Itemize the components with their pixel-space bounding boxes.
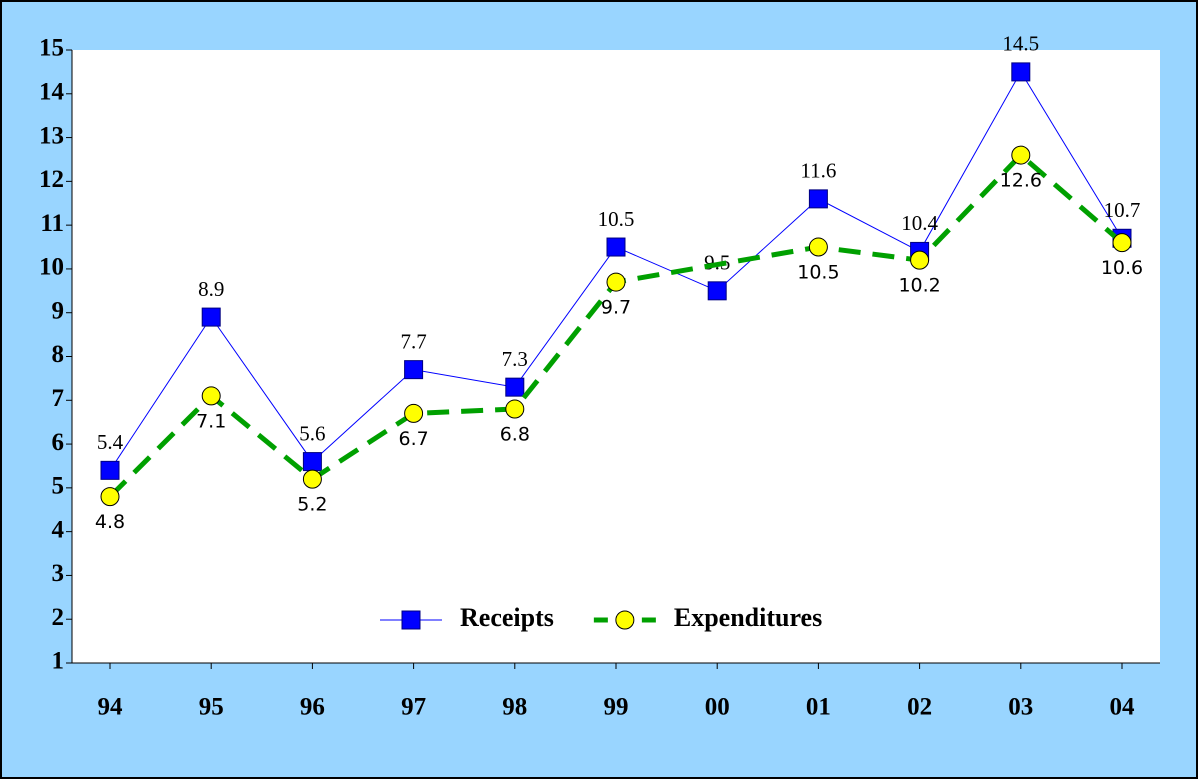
marker	[302, 469, 322, 489]
y-tick-label: 3	[52, 560, 65, 587]
y-tick-label: 14	[39, 79, 65, 106]
x-tick-label: 97	[401, 694, 426, 721]
marker	[302, 452, 322, 472]
data-label: 11.6	[800, 159, 836, 183]
data-label: 5.2	[297, 494, 327, 516]
data-label: 10.7	[1104, 198, 1141, 222]
data-label: 5.6	[299, 421, 325, 445]
x-tick-label: 98	[502, 694, 527, 721]
marker	[707, 281, 727, 301]
marker	[808, 237, 828, 257]
y-tick-label: 13	[39, 122, 64, 149]
data-label: 7.3	[502, 347, 528, 371]
x-tick-label: 04	[1110, 694, 1136, 721]
data-label: 8.9	[198, 277, 224, 301]
marker	[606, 237, 626, 257]
data-label: 5.4	[97, 430, 124, 454]
marker	[1011, 145, 1031, 165]
marker	[808, 189, 828, 209]
marker	[201, 386, 221, 406]
y-tick-label: 15	[39, 35, 64, 62]
x-tick-label: 02	[907, 694, 932, 721]
marker	[606, 272, 626, 292]
data-label: 12.6	[1000, 170, 1042, 192]
x-tick-label: 03	[1008, 694, 1033, 721]
marker	[404, 360, 424, 380]
marker	[404, 403, 424, 423]
y-tick-label: 1	[52, 648, 65, 675]
data-label: 14.5	[1002, 32, 1039, 56]
data-label: 6.7	[398, 428, 428, 450]
data-label: 10.6	[1101, 257, 1143, 279]
marker	[1112, 233, 1132, 253]
x-tick-label: 01	[806, 694, 831, 721]
marker	[910, 250, 930, 270]
marker	[201, 307, 221, 327]
data-label: 7.7	[400, 329, 426, 353]
y-tick-label: 12	[39, 166, 64, 193]
marker	[505, 399, 525, 419]
data-label: 10.2	[898, 275, 940, 297]
legend-label: Receipts	[460, 603, 554, 632]
y-tick-label: 4	[52, 516, 65, 543]
marker	[505, 377, 525, 397]
data-label: 7.1	[196, 410, 226, 432]
y-tick-label: 10	[39, 254, 64, 281]
data-label: 10.5	[598, 207, 635, 231]
x-tick-label: 00	[705, 694, 730, 721]
y-tick-label: 6	[52, 429, 65, 456]
marker	[401, 610, 421, 630]
y-tick-label: 8	[52, 341, 65, 368]
x-tick-label: 94	[98, 694, 124, 721]
data-label: 4.8	[95, 511, 125, 533]
legend-label: Expenditures	[674, 603, 822, 632]
data-label: 10.5	[797, 262, 839, 284]
y-tick-label: 11	[40, 210, 64, 237]
y-tick-label: 7	[52, 385, 65, 412]
x-tick-label: 99	[604, 694, 629, 721]
x-tick-label: 96	[300, 694, 325, 721]
marker	[100, 460, 120, 480]
marker	[615, 610, 635, 630]
y-tick-label: 9	[52, 297, 65, 324]
marker	[100, 487, 120, 507]
data-label: 6.8	[500, 424, 530, 446]
y-tick-label: 2	[52, 604, 65, 631]
marker	[1011, 62, 1031, 82]
x-tick-label: 95	[199, 694, 224, 721]
y-tick-label: 5	[52, 473, 65, 500]
data-label: 10.4	[901, 211, 938, 235]
data-label: 9.7	[601, 297, 631, 319]
plot-area	[72, 50, 1160, 663]
